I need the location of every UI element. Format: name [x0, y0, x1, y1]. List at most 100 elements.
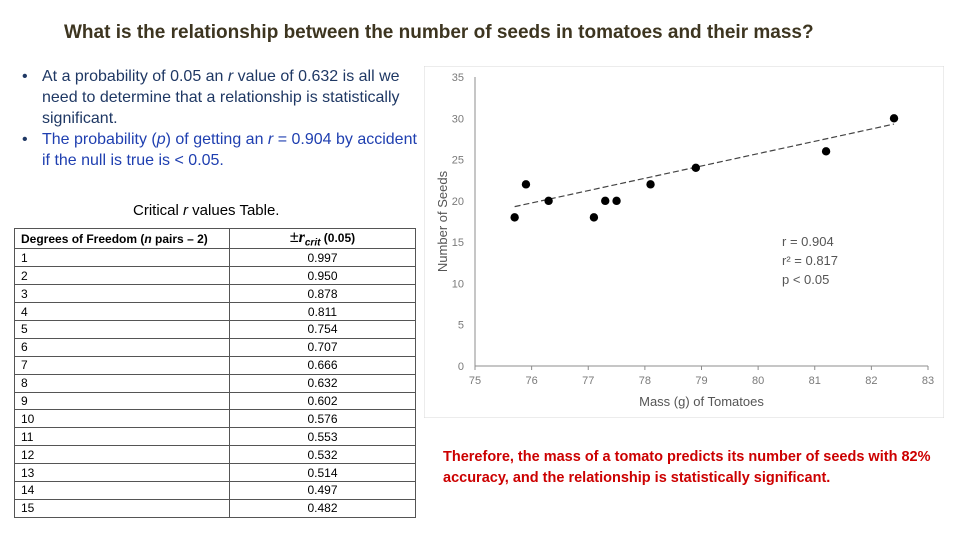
table-row: 10 0.576 — [14, 409, 416, 429]
table-row: 14 0.497 — [14, 480, 416, 500]
critical-values-table: Degrees of Freedom (n pairs – 2) ±rcrit … — [14, 227, 416, 518]
caption-text: Critical — [133, 202, 184, 219]
bullet-item: • At a probability of 0.05 an r value of… — [22, 66, 422, 129]
table-row: 4 0.811 — [14, 302, 416, 321]
cell-r-crit: 0.707 — [229, 337, 416, 357]
cell-df: 8 — [14, 373, 230, 393]
data-point — [521, 180, 531, 189]
table-row: 11 0.553 — [14, 427, 416, 447]
bullet-text: = 0.904 by accident if the null is true … — [42, 131, 417, 169]
cell-r-crit: 0.553 — [229, 427, 416, 447]
table-row: 13 0.514 — [14, 463, 416, 482]
stats-annotation: r = 0.904 r² = 0.817 p < 0.05 — [782, 234, 838, 287]
stat-line: r = 0.904 — [782, 234, 834, 249]
trendline — [514, 123, 895, 208]
data-point — [612, 196, 621, 206]
cell-df: 14 — [14, 480, 230, 500]
cell-df: 15 — [14, 498, 230, 518]
cell-r-crit: 0.754 — [229, 319, 416, 339]
y-tick-label: 25 — [452, 155, 464, 167]
x-tick-label: 80 — [752, 375, 764, 387]
cell-df: 4 — [14, 302, 230, 321]
cell-r-crit: 0.632 — [229, 373, 416, 393]
header-text: pairs – 2) — [151, 231, 208, 246]
data-point — [821, 147, 831, 156]
x-tick-label: 82 — [865, 375, 877, 387]
bullet-text: r — [267, 131, 274, 148]
conclusion-text: Therefore, the mass of a tomato predicts… — [443, 449, 931, 486]
page-title: What is the relationship between the num… — [64, 22, 814, 43]
y-tick-label: 15 — [452, 237, 464, 249]
x-tick-label: 78 — [639, 375, 651, 387]
y-tick-label: 20 — [452, 196, 464, 208]
header-text: n — [144, 231, 152, 246]
stat-line: r² = 0.817 — [782, 253, 838, 268]
header-r-crit: ±rcrit (0.05) — [229, 227, 416, 250]
cell-df: 10 — [14, 409, 230, 429]
bullet-text: The probability ( — [42, 131, 157, 148]
x-tick-label: 81 — [809, 375, 821, 387]
stat-line: p < 0.05 — [782, 272, 829, 287]
cell-df: 11 — [14, 427, 230, 447]
cell-r-crit: 0.482 — [229, 498, 416, 518]
cell-r-crit: 0.666 — [229, 355, 416, 375]
header-text: (0.05) — [320, 231, 356, 245]
y-axis-label: Number of Seeds — [435, 170, 450, 272]
cell-df: 13 — [14, 463, 230, 482]
y-tick-label: 30 — [452, 113, 464, 125]
table-row: 2 0.950 — [14, 266, 416, 286]
bullet-text: value of 0.632 is all we need to determi… — [42, 68, 400, 127]
cell-df: 1 — [14, 248, 230, 268]
bullet-text: p — [156, 131, 166, 148]
x-tick-label: 79 — [695, 375, 707, 387]
cell-df: 7 — [14, 355, 230, 375]
x-tick-label: 76 — [526, 375, 538, 387]
bullet-item: • The probability (p) of getting an r = … — [22, 129, 422, 171]
data-points — [510, 114, 899, 222]
header-text: Degrees of Freedom ( — [21, 231, 145, 246]
table-row: 7 0.666 — [14, 355, 416, 375]
data-point — [889, 114, 899, 123]
table-row: 6 0.707 — [14, 337, 416, 357]
table-row: 8 0.632 — [14, 373, 416, 393]
cell-r-crit: 0.497 — [229, 480, 416, 500]
caption-text: values Table. — [188, 202, 280, 219]
y-tick-label: 10 — [452, 278, 464, 290]
plus-minus-symbol: ± — [289, 229, 299, 246]
table-row: 15 0.482 — [14, 498, 416, 518]
bullet-marker: • — [22, 131, 28, 148]
data-point — [601, 196, 610, 206]
data-point — [646, 180, 655, 189]
table-caption: Critical r values Table. — [133, 202, 279, 219]
bullet-marker: • — [22, 68, 28, 85]
cell-r-crit: 0.514 — [229, 463, 416, 482]
cell-r-crit: 0.997 — [229, 248, 416, 268]
table-row: 12 0.532 — [14, 445, 416, 465]
header-text: r — [298, 229, 305, 246]
cell-r-crit: 0.576 — [229, 409, 416, 429]
table-header-row: Degrees of Freedom (n pairs – 2) ±rcrit … — [14, 227, 416, 250]
table-row: 3 0.878 — [14, 284, 416, 304]
y-tick-labels: 0 5 10 15 20 25 30 35 — [452, 72, 464, 373]
cell-df: 5 — [14, 319, 230, 339]
y-tick-label: 5 — [458, 320, 464, 332]
cell-r-crit: 0.532 — [229, 445, 416, 465]
scatter-chart: 0 5 10 15 20 25 30 35 75 76 77 78 79 80 81 82 83 Number… — [424, 66, 944, 418]
data-point — [589, 213, 599, 222]
x-tick-labels: 75 76 77 78 79 80 81 82 83 — [469, 366, 934, 387]
data-point — [544, 196, 553, 206]
bullet-text: ) of getting an — [165, 131, 268, 148]
bullet-text: r — [227, 68, 234, 85]
cell-df: 9 — [14, 391, 230, 411]
cell-df: 3 — [14, 284, 230, 304]
x-axis-label: Mass (g) of Tomatoes — [639, 394, 764, 409]
cell-r-crit: 0.602 — [229, 391, 416, 411]
x-tick-label: 77 — [582, 375, 594, 387]
y-tick-label: 35 — [452, 72, 464, 84]
cell-r-crit: 0.811 — [229, 302, 416, 321]
header-subscript: crit — [304, 237, 321, 249]
data-point — [510, 213, 519, 222]
data-point — [691, 163, 701, 173]
table-row: 9 0.602 — [14, 391, 416, 411]
chart-frame — [424, 66, 944, 418]
